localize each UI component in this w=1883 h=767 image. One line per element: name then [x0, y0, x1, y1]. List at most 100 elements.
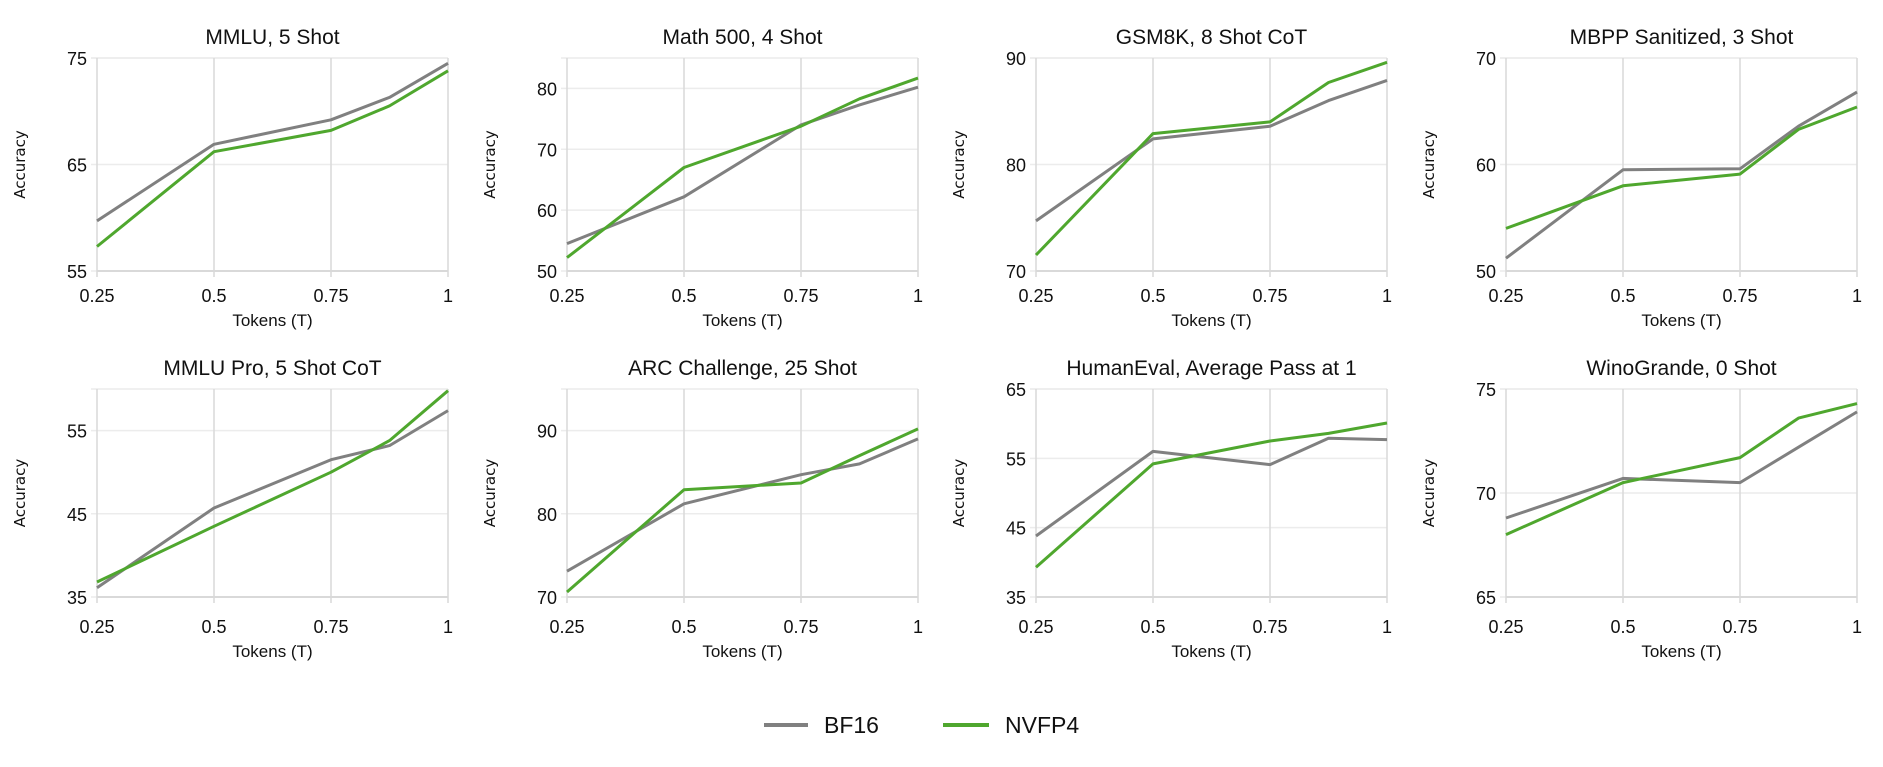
panel-title: WinoGrande, 0 Shot [1586, 357, 1776, 380]
panel: 55 65 75 0.25 0.5 0.75 1 MMLU, 5 Shot Tokens (T)… [11, 26, 453, 330]
y-tick-label: 80 [537, 505, 557, 525]
x-tick-label: 1 [443, 286, 453, 306]
x-axis-label: Tokens (T) [1171, 642, 1251, 661]
x-axis-label: Tokens (T) [702, 311, 782, 330]
panel: 50 60 70 0.25 0.5 0.75 1 MBPP Sanitized, 3 Shot… [1420, 26, 1862, 330]
y-axis-label: Accuracy [1420, 459, 1438, 528]
y-tick-label: 70 [1476, 484, 1496, 504]
x-tick-label: 1 [1382, 617, 1392, 637]
panel-title: GSM8K, 8 Shot CoT [1116, 26, 1308, 49]
x-tick-label: 1 [1852, 617, 1862, 637]
legend-label-nvfp4: NVFP4 [1005, 712, 1079, 738]
y-tick-label: 55 [1006, 449, 1026, 469]
y-tick-label: 80 [537, 79, 557, 99]
y-tick-label: 45 [67, 505, 87, 525]
x-tick-label: 0.5 [1610, 617, 1635, 637]
series-line-bf16 [566, 437, 919, 573]
x-tick-label: 0.5 [671, 286, 696, 306]
x-tick-label: 0.75 [1722, 286, 1757, 306]
y-axis-label: Accuracy [481, 130, 499, 199]
series-line-nvfp4 [1505, 402, 1858, 536]
series-line-nvfp4 [96, 389, 449, 584]
series-line-bf16 [96, 62, 449, 223]
x-tick-label: 0.25 [549, 286, 584, 306]
y-tick-label: 90 [537, 422, 557, 442]
y-tick-label: 70 [537, 140, 557, 160]
x-axis-label: Tokens (T) [702, 642, 782, 661]
panel-title: MMLU Pro, 5 Shot CoT [163, 357, 381, 380]
x-tick-label: 0.25 [549, 617, 584, 637]
y-tick-label: 45 [1006, 519, 1026, 539]
y-tick-label: 90 [1006, 49, 1026, 69]
x-tick-label: 0.5 [1140, 286, 1165, 306]
x-tick-label: 0.75 [783, 286, 818, 306]
y-axis-label: Accuracy [11, 130, 29, 199]
panel: 70 80 90 0.25 0.5 0.75 1 ARC Challenge, 25 Shot… [481, 357, 923, 661]
y-tick-label: 55 [67, 262, 87, 282]
y-axis-label: Accuracy [950, 130, 968, 199]
x-tick-label: 0.5 [201, 617, 226, 637]
legend-label-bf16: BF16 [824, 712, 879, 738]
x-tick-label: 0.5 [671, 617, 696, 637]
x-tick-label: 0.25 [1488, 286, 1523, 306]
panel: 65 70 75 0.25 0.5 0.75 1 WinoGrande, 0 Shot Toke… [1420, 357, 1862, 661]
y-tick-label: 60 [1476, 156, 1496, 176]
x-tick-label: 0.25 [1488, 617, 1523, 637]
x-tick-label: 0.5 [1610, 286, 1635, 306]
series-line-nvfp4 [1505, 105, 1858, 230]
series-line-nvfp4 [566, 427, 919, 594]
y-tick-label: 70 [1006, 262, 1026, 282]
x-tick-label: 0.5 [1140, 617, 1165, 637]
x-tick-label: 0.5 [201, 286, 226, 306]
y-tick-label: 80 [1006, 156, 1026, 176]
series-line-bf16 [1035, 436, 1388, 538]
x-axis-label: Tokens (T) [1641, 311, 1721, 330]
series-line-nvfp4 [1035, 421, 1388, 569]
y-tick-label: 75 [1476, 380, 1496, 400]
y-axis-label: Accuracy [11, 459, 29, 528]
y-tick-label: 70 [1476, 49, 1496, 69]
x-axis-label: Tokens (T) [232, 311, 312, 330]
panel: 50 60 70 80 0.25 0.5 0.75 1 Math 500, 4 Shot Toke… [481, 26, 923, 330]
panel-title: MBPP Sanitized, 3 Shot [1570, 26, 1794, 49]
legend: BF16 NVFP4 [764, 712, 1079, 738]
x-tick-label: 1 [1852, 286, 1862, 306]
x-axis-label: Tokens (T) [1641, 642, 1721, 661]
series-line-bf16 [96, 409, 449, 590]
panel-title: HumanEval, Average Pass at 1 [1066, 357, 1356, 380]
x-tick-label: 0.25 [1018, 617, 1053, 637]
y-axis-label: Accuracy [1420, 130, 1438, 199]
x-axis-label: Tokens (T) [232, 642, 312, 661]
panel: 35 45 55 0.25 0.5 0.75 1 MMLU Pro, 5 Shot CoT To… [11, 357, 453, 661]
x-tick-label: 0.25 [79, 617, 114, 637]
y-tick-label: 75 [67, 49, 87, 69]
y-axis-label: Accuracy [950, 459, 968, 528]
x-tick-label: 1 [1382, 286, 1392, 306]
y-tick-label: 65 [67, 156, 87, 176]
x-tick-label: 1 [443, 617, 453, 637]
y-tick-label: 65 [1476, 588, 1496, 608]
y-tick-label: 35 [1006, 588, 1026, 608]
panels: 55 65 75 0.25 0.5 0.75 1 MMLU, 5 Shot Tokens (T)… [11, 26, 1862, 661]
x-tick-label: 1 [913, 617, 923, 637]
y-tick-label: 70 [537, 588, 557, 608]
y-axis-label: Accuracy [481, 459, 499, 528]
series-line-bf16 [1505, 90, 1858, 260]
x-tick-label: 0.75 [1252, 617, 1287, 637]
series-line-bf16 [1505, 410, 1858, 520]
x-tick-label: 0.75 [1252, 286, 1287, 306]
panel: 70 80 90 0.25 0.5 0.75 1 GSM8K, 8 Shot CoT Token… [950, 26, 1392, 330]
series-line-nvfp4 [566, 76, 919, 259]
x-tick-label: 0.75 [783, 617, 818, 637]
y-tick-label: 35 [67, 588, 87, 608]
x-axis-label: Tokens (T) [1171, 311, 1251, 330]
x-tick-label: 0.75 [313, 286, 348, 306]
x-tick-label: 1 [913, 286, 923, 306]
x-tick-label: 0.75 [313, 617, 348, 637]
series-line-nvfp4 [96, 69, 449, 248]
panel-title: MMLU, 5 Shot [205, 26, 339, 49]
x-tick-label: 0.25 [79, 286, 114, 306]
panel-title: ARC Challenge, 25 Shot [628, 357, 857, 380]
y-tick-label: 65 [1006, 380, 1026, 400]
